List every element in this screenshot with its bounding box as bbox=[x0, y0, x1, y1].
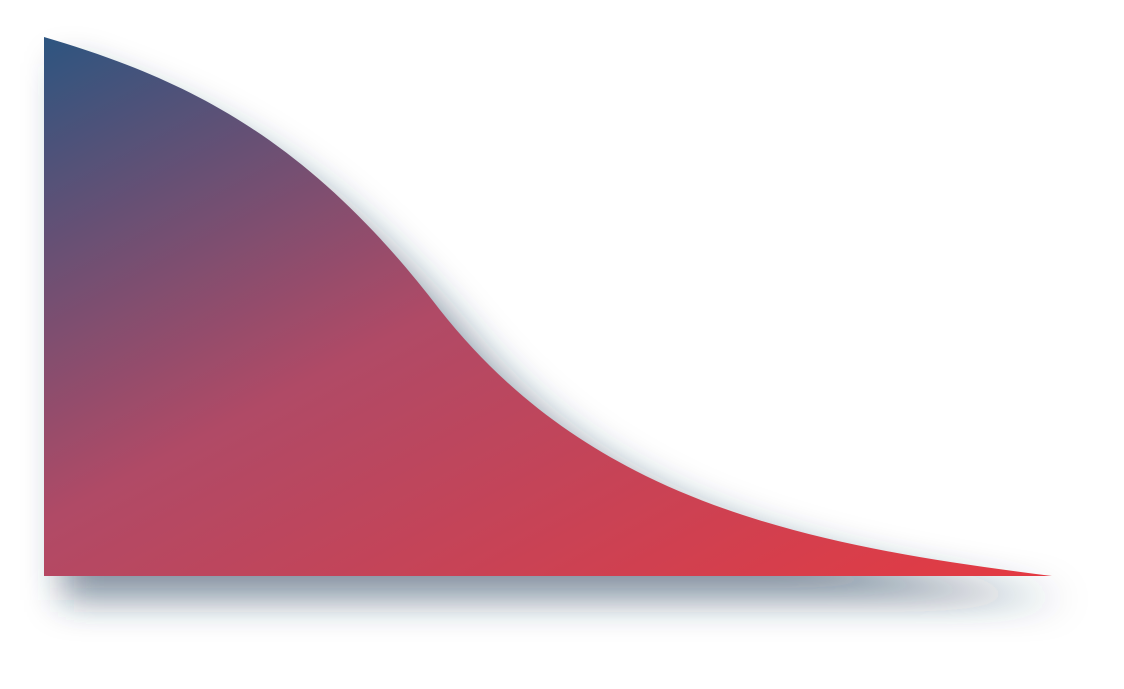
curve-area bbox=[44, 37, 1052, 576]
